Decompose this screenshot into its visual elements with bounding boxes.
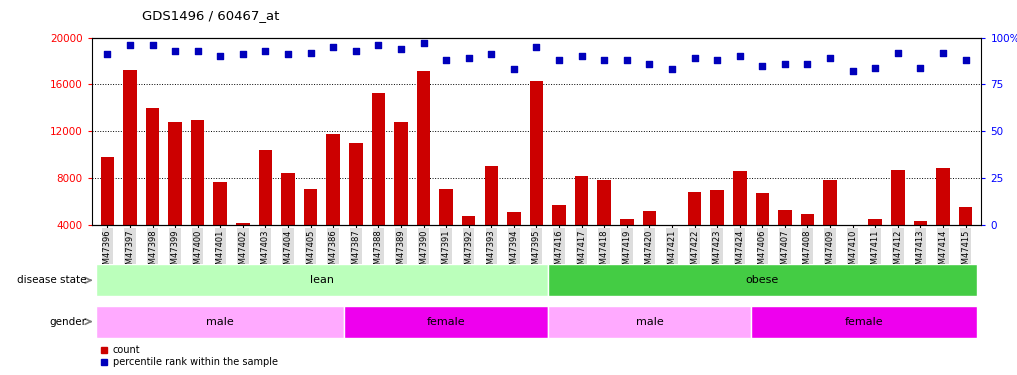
Bar [439, 189, 453, 225]
Bar [778, 210, 791, 225]
Point [844, 68, 860, 74]
Point [822, 55, 838, 61]
Bar [800, 214, 815, 225]
Point [642, 61, 658, 67]
Bar [258, 150, 273, 225]
Point [144, 42, 161, 48]
Point [100, 51, 116, 57]
Point [709, 57, 725, 63]
Bar [462, 216, 476, 225]
Bar [326, 134, 340, 225]
Bar [711, 190, 724, 225]
Point [370, 42, 386, 48]
Bar [101, 157, 114, 225]
Text: gender: gender [50, 316, 86, 327]
Bar [891, 170, 904, 225]
Point [325, 44, 342, 50]
Bar [937, 168, 950, 225]
Bar [214, 182, 227, 225]
Point [213, 53, 229, 59]
Bar [846, 225, 859, 226]
Bar [575, 176, 589, 225]
Point [596, 57, 612, 63]
Point [664, 66, 680, 72]
Point [957, 57, 973, 63]
Point [618, 57, 635, 63]
Point [348, 48, 364, 54]
Bar [751, 306, 977, 338]
Point [167, 48, 183, 54]
Point [189, 48, 205, 54]
Point [529, 44, 545, 50]
Bar [756, 194, 769, 225]
Point [438, 57, 455, 63]
Bar [96, 306, 345, 338]
Point [505, 66, 522, 72]
Point [122, 42, 138, 48]
Point [461, 55, 477, 61]
Bar [169, 122, 182, 225]
Text: GDS1496 / 60467_at: GDS1496 / 60467_at [142, 9, 280, 22]
Text: male: male [206, 316, 234, 327]
Point [890, 50, 906, 55]
Text: female: female [845, 316, 884, 327]
Bar [824, 180, 837, 225]
Bar [548, 306, 751, 338]
Bar [484, 166, 498, 225]
Point [551, 57, 567, 63]
Bar [913, 222, 928, 225]
Bar [145, 108, 160, 225]
Point [393, 46, 409, 52]
Bar [620, 219, 634, 225]
Bar [417, 72, 430, 225]
Bar [733, 171, 746, 225]
Text: obese: obese [745, 275, 779, 285]
Point [731, 53, 747, 59]
Point [302, 50, 318, 55]
Point [777, 61, 793, 67]
Bar [236, 223, 249, 225]
Point [686, 55, 703, 61]
Point [235, 51, 251, 57]
Text: female: female [427, 316, 466, 327]
Legend: count, percentile rank within the sample: count, percentile rank within the sample [97, 341, 282, 371]
Bar [349, 143, 362, 225]
Point [257, 48, 274, 54]
Point [755, 63, 771, 69]
Text: male: male [636, 316, 663, 327]
Point [912, 64, 929, 70]
Bar [345, 306, 548, 338]
Bar [597, 180, 611, 225]
Point [280, 51, 296, 57]
Bar [687, 192, 702, 225]
Bar [643, 211, 656, 225]
Bar [552, 205, 565, 225]
Bar [869, 219, 882, 225]
Bar [282, 173, 295, 225]
Bar [123, 70, 136, 225]
Bar [507, 212, 521, 225]
Point [935, 50, 951, 55]
Text: disease state: disease state [17, 275, 86, 285]
Bar [191, 120, 204, 225]
Point [574, 53, 590, 59]
Text: lean: lean [310, 275, 334, 285]
Point [415, 40, 431, 46]
Bar [395, 122, 408, 225]
Point [483, 51, 499, 57]
Bar [371, 93, 385, 225]
Bar [304, 189, 317, 225]
Point [868, 64, 884, 70]
Bar [548, 264, 977, 296]
Bar [959, 207, 972, 225]
Bar [96, 264, 548, 296]
Bar [530, 81, 543, 225]
Point [799, 61, 816, 67]
